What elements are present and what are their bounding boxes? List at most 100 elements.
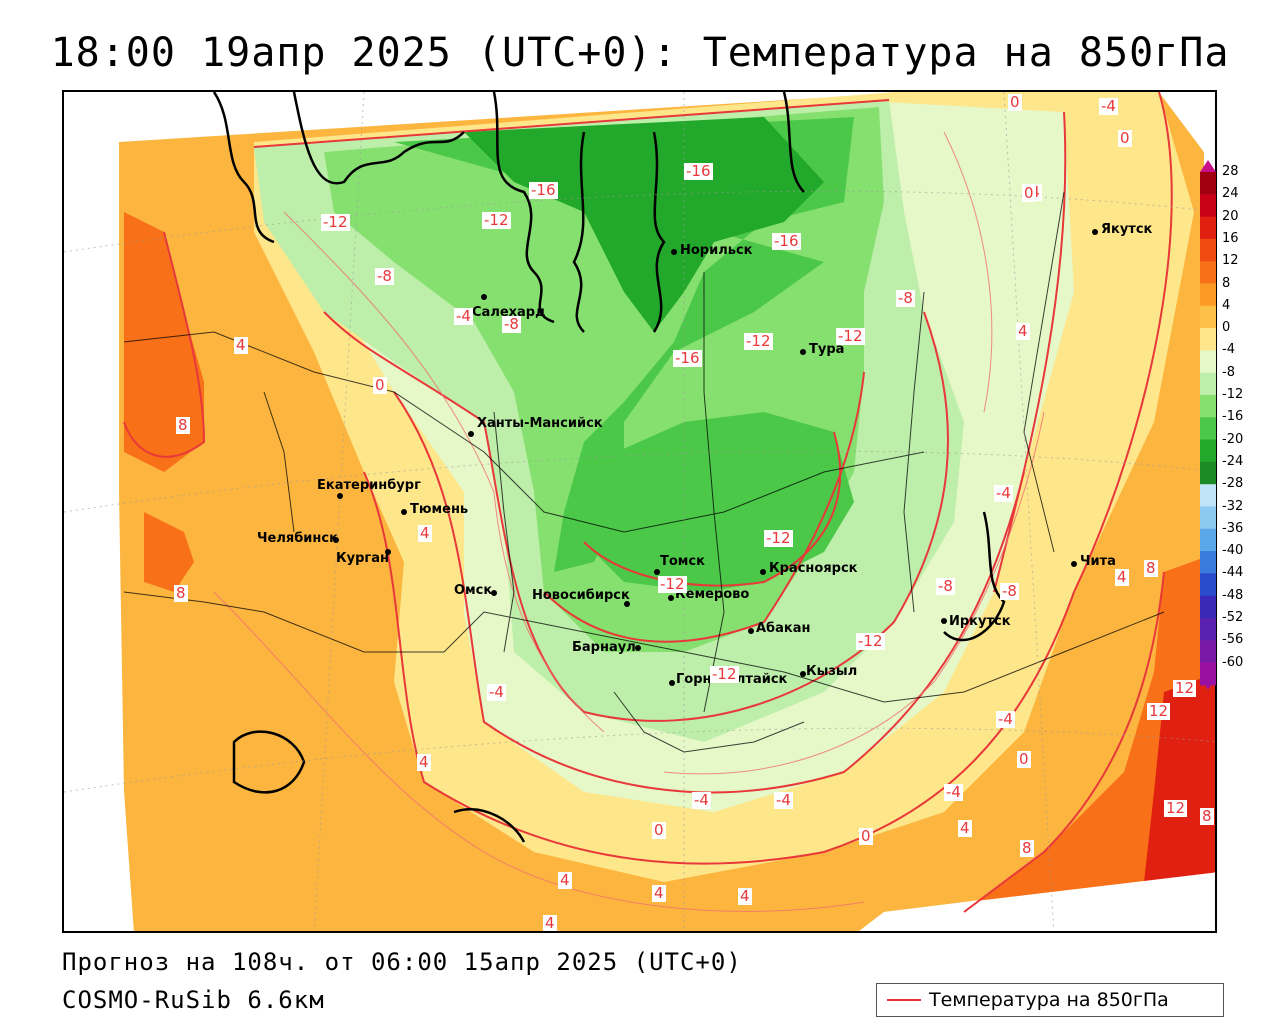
scale-tick-label: 24 [1222, 186, 1239, 202]
scale-cell [1200, 283, 1216, 307]
contour-lines [123, 92, 1173, 913]
contour-label: -16 [673, 349, 702, 367]
contour-label: -8 [1000, 582, 1019, 600]
scale-tick-label: 8 [1222, 275, 1231, 291]
scale-tick-label: -40 [1222, 543, 1244, 559]
city-irkutsk: Иркутск [949, 614, 1011, 629]
contour-label: -4 [944, 783, 963, 801]
contour-label: 0 [1022, 184, 1036, 202]
scale-cell [1200, 461, 1216, 485]
contour-label: -12 [658, 575, 687, 593]
contour-label: 0 [373, 376, 387, 394]
contour-label: -12 [744, 332, 773, 350]
temperature-map[interactable]: Норильск Якутск Салехард Тура Ханты-Манс… [62, 90, 1217, 933]
scale-cell [1200, 551, 1216, 574]
scale-tick-label: -56 [1222, 632, 1244, 648]
city-marker [401, 509, 407, 515]
contour-label: -4 [487, 683, 506, 701]
contour-label: 0 [859, 827, 873, 845]
city-tura: Тура [809, 342, 845, 357]
city-novosibirsk: Новосибирск [532, 588, 630, 603]
city-omsk: Омск [454, 583, 493, 598]
contour-label: 8 [176, 416, 190, 434]
contour-label: 0 [1017, 750, 1031, 768]
legend-label: Температура на 850гПа [929, 989, 1169, 1011]
city-marker [624, 601, 630, 607]
city-marker [333, 537, 339, 543]
contour-label: 12 [1147, 702, 1171, 720]
contour-label: -12 [764, 529, 793, 547]
city-marker [748, 628, 754, 634]
city-tomsk: Томск [660, 554, 705, 569]
coastlines [212, 92, 1006, 843]
forecast-info: Прогноз на 108ч. от 06:00 15апр 2025 (UT… [62, 948, 742, 976]
scale-tick-label: 0 [1222, 320, 1231, 336]
scale-tick-label: -44 [1222, 565, 1244, 581]
city-marker [668, 595, 674, 601]
city-marker [337, 493, 343, 499]
city-tyumen: Тюмень [410, 502, 469, 517]
scale-cell [1200, 640, 1216, 664]
contour-label: -12 [482, 211, 511, 229]
contour-label: 0 [1008, 93, 1022, 111]
contour-label: -12 [856, 632, 885, 650]
city-marker [468, 431, 474, 437]
scale-tick-label: -8 [1222, 364, 1235, 380]
scale-tick-label: 16 [1222, 230, 1239, 246]
color-scale-bar [1200, 160, 1216, 690]
city-barnaul: Барнаул [572, 640, 636, 655]
city-marker [385, 549, 391, 555]
contour-label: -4 [1099, 97, 1118, 115]
scale-tick-label: -48 [1222, 587, 1244, 603]
legend: Температура на 850гПа [876, 983, 1224, 1017]
city-marker [654, 569, 660, 575]
city-marker [671, 249, 677, 255]
scale-cell [1200, 372, 1216, 396]
scale-cell [1200, 484, 1216, 507]
scale-cell [1200, 194, 1216, 218]
scale-cell [1200, 439, 1216, 463]
scale-cell [1200, 172, 1216, 195]
model-name: COSMO-RuSib 6.6км [62, 986, 325, 1014]
scale-cell [1200, 595, 1216, 619]
scale-tick-label: -36 [1222, 520, 1244, 536]
contour-label: 12 [1173, 679, 1197, 697]
contour-label: -16 [772, 232, 801, 250]
city-kemerovo: Кемерово [675, 587, 750, 602]
scale-tick-label: -20 [1222, 431, 1244, 447]
scale-tick-label: 20 [1222, 208, 1239, 224]
contour-label: -8 [502, 315, 521, 333]
contour-label: 12 [1164, 799, 1188, 817]
city-marker [800, 671, 806, 677]
city-marker [481, 294, 487, 300]
contour-label: 4 [958, 819, 972, 837]
contour-label: -4 [994, 484, 1013, 502]
city-kurgan: Курган [336, 551, 389, 566]
scale-cell [1200, 328, 1216, 351]
scale-cell [1200, 506, 1216, 530]
temperature-field [64, 92, 1215, 931]
contour-label: 4 [558, 871, 572, 889]
city-marker [760, 569, 766, 575]
city-marker [491, 590, 497, 596]
contour-label: -4 [774, 791, 793, 809]
city-abakan: Абакан [756, 621, 811, 636]
city-marker [1092, 229, 1098, 235]
city-chita: Чита [1080, 554, 1116, 569]
admin-borders [123, 191, 1165, 753]
scale-cell [1200, 573, 1216, 597]
contour-label: -12 [710, 665, 739, 683]
contour-label: 8 [174, 584, 188, 602]
contour-label: 8 [1020, 839, 1034, 857]
map-title: 18:00 19апр 2025 (UTC+0): Температура на… [50, 30, 1230, 76]
contour-label: 4 [738, 887, 752, 905]
scale-tick-label: -28 [1222, 476, 1244, 492]
contour-label: -12 [836, 327, 865, 345]
contour-label: -12 [321, 213, 350, 231]
scale-cell [1200, 350, 1216, 374]
scale-tick-label: -4 [1222, 342, 1235, 358]
contour-label: -8 [375, 267, 394, 285]
city-yakutsk: Якутск [1101, 222, 1153, 237]
contour-label: 4 [1115, 568, 1129, 586]
city-marker [635, 645, 641, 651]
